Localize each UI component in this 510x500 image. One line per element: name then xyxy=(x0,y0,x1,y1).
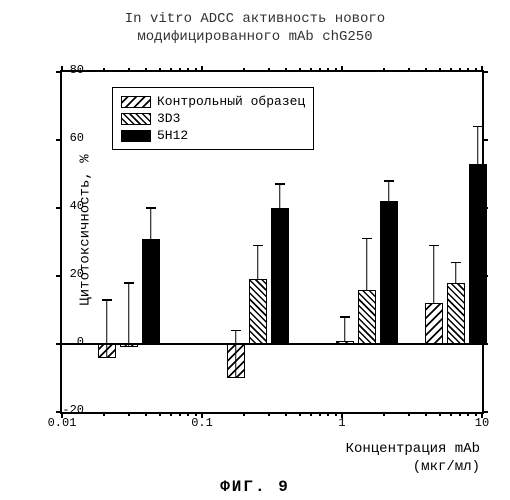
bar-3D3 xyxy=(249,279,267,344)
figure-label: ФИГ. 9 xyxy=(0,478,510,496)
y-tick-label: 20 xyxy=(54,267,84,281)
chart-title: In vitro ADCC активность нового модифици… xyxy=(0,0,510,46)
y-tick-label: 0 xyxy=(54,335,84,349)
x-axis-label: Концентрация mAb (мкг/мл) xyxy=(60,440,480,476)
legend-item: Контрольный образец xyxy=(121,94,305,109)
bar-5H12 xyxy=(380,201,398,344)
plot-box: 0.010.1110Контрольный образец3D35H12 xyxy=(60,70,484,414)
x-tick-label: 1 xyxy=(338,416,345,430)
legend-item: 3D3 xyxy=(121,111,305,126)
legend-swatch xyxy=(121,96,151,108)
chart-area: 0.010.1110Контрольный образец3D35H12 xyxy=(60,70,480,410)
legend-swatch xyxy=(121,113,151,125)
bar-5H12 xyxy=(271,208,289,344)
bar-3D3 xyxy=(447,283,465,344)
legend-label: Контрольный образец xyxy=(157,94,305,109)
bar-Контрольный образец xyxy=(336,341,354,344)
bar-5H12 xyxy=(142,239,160,344)
y-tick-label: 40 xyxy=(54,199,84,213)
legend-label: 5H12 xyxy=(157,128,188,143)
x-tick-label: 0.01 xyxy=(48,416,77,430)
x-tick-label: 0.1 xyxy=(191,416,213,430)
x-tick-label: 10 xyxy=(475,416,489,430)
legend-label: 3D3 xyxy=(157,111,180,126)
y-tick-label: -20 xyxy=(54,403,84,417)
bar-Контрольный образец xyxy=(425,303,443,344)
legend: Контрольный образец 3D3 5H12 xyxy=(112,87,314,150)
y-tick-label: 80 xyxy=(54,63,84,77)
legend-item: 5H12 xyxy=(121,128,305,143)
legend-swatch xyxy=(121,130,151,142)
y-tick-label: 60 xyxy=(54,131,84,145)
bar-5H12 xyxy=(469,164,487,344)
bar-3D3 xyxy=(358,290,376,344)
